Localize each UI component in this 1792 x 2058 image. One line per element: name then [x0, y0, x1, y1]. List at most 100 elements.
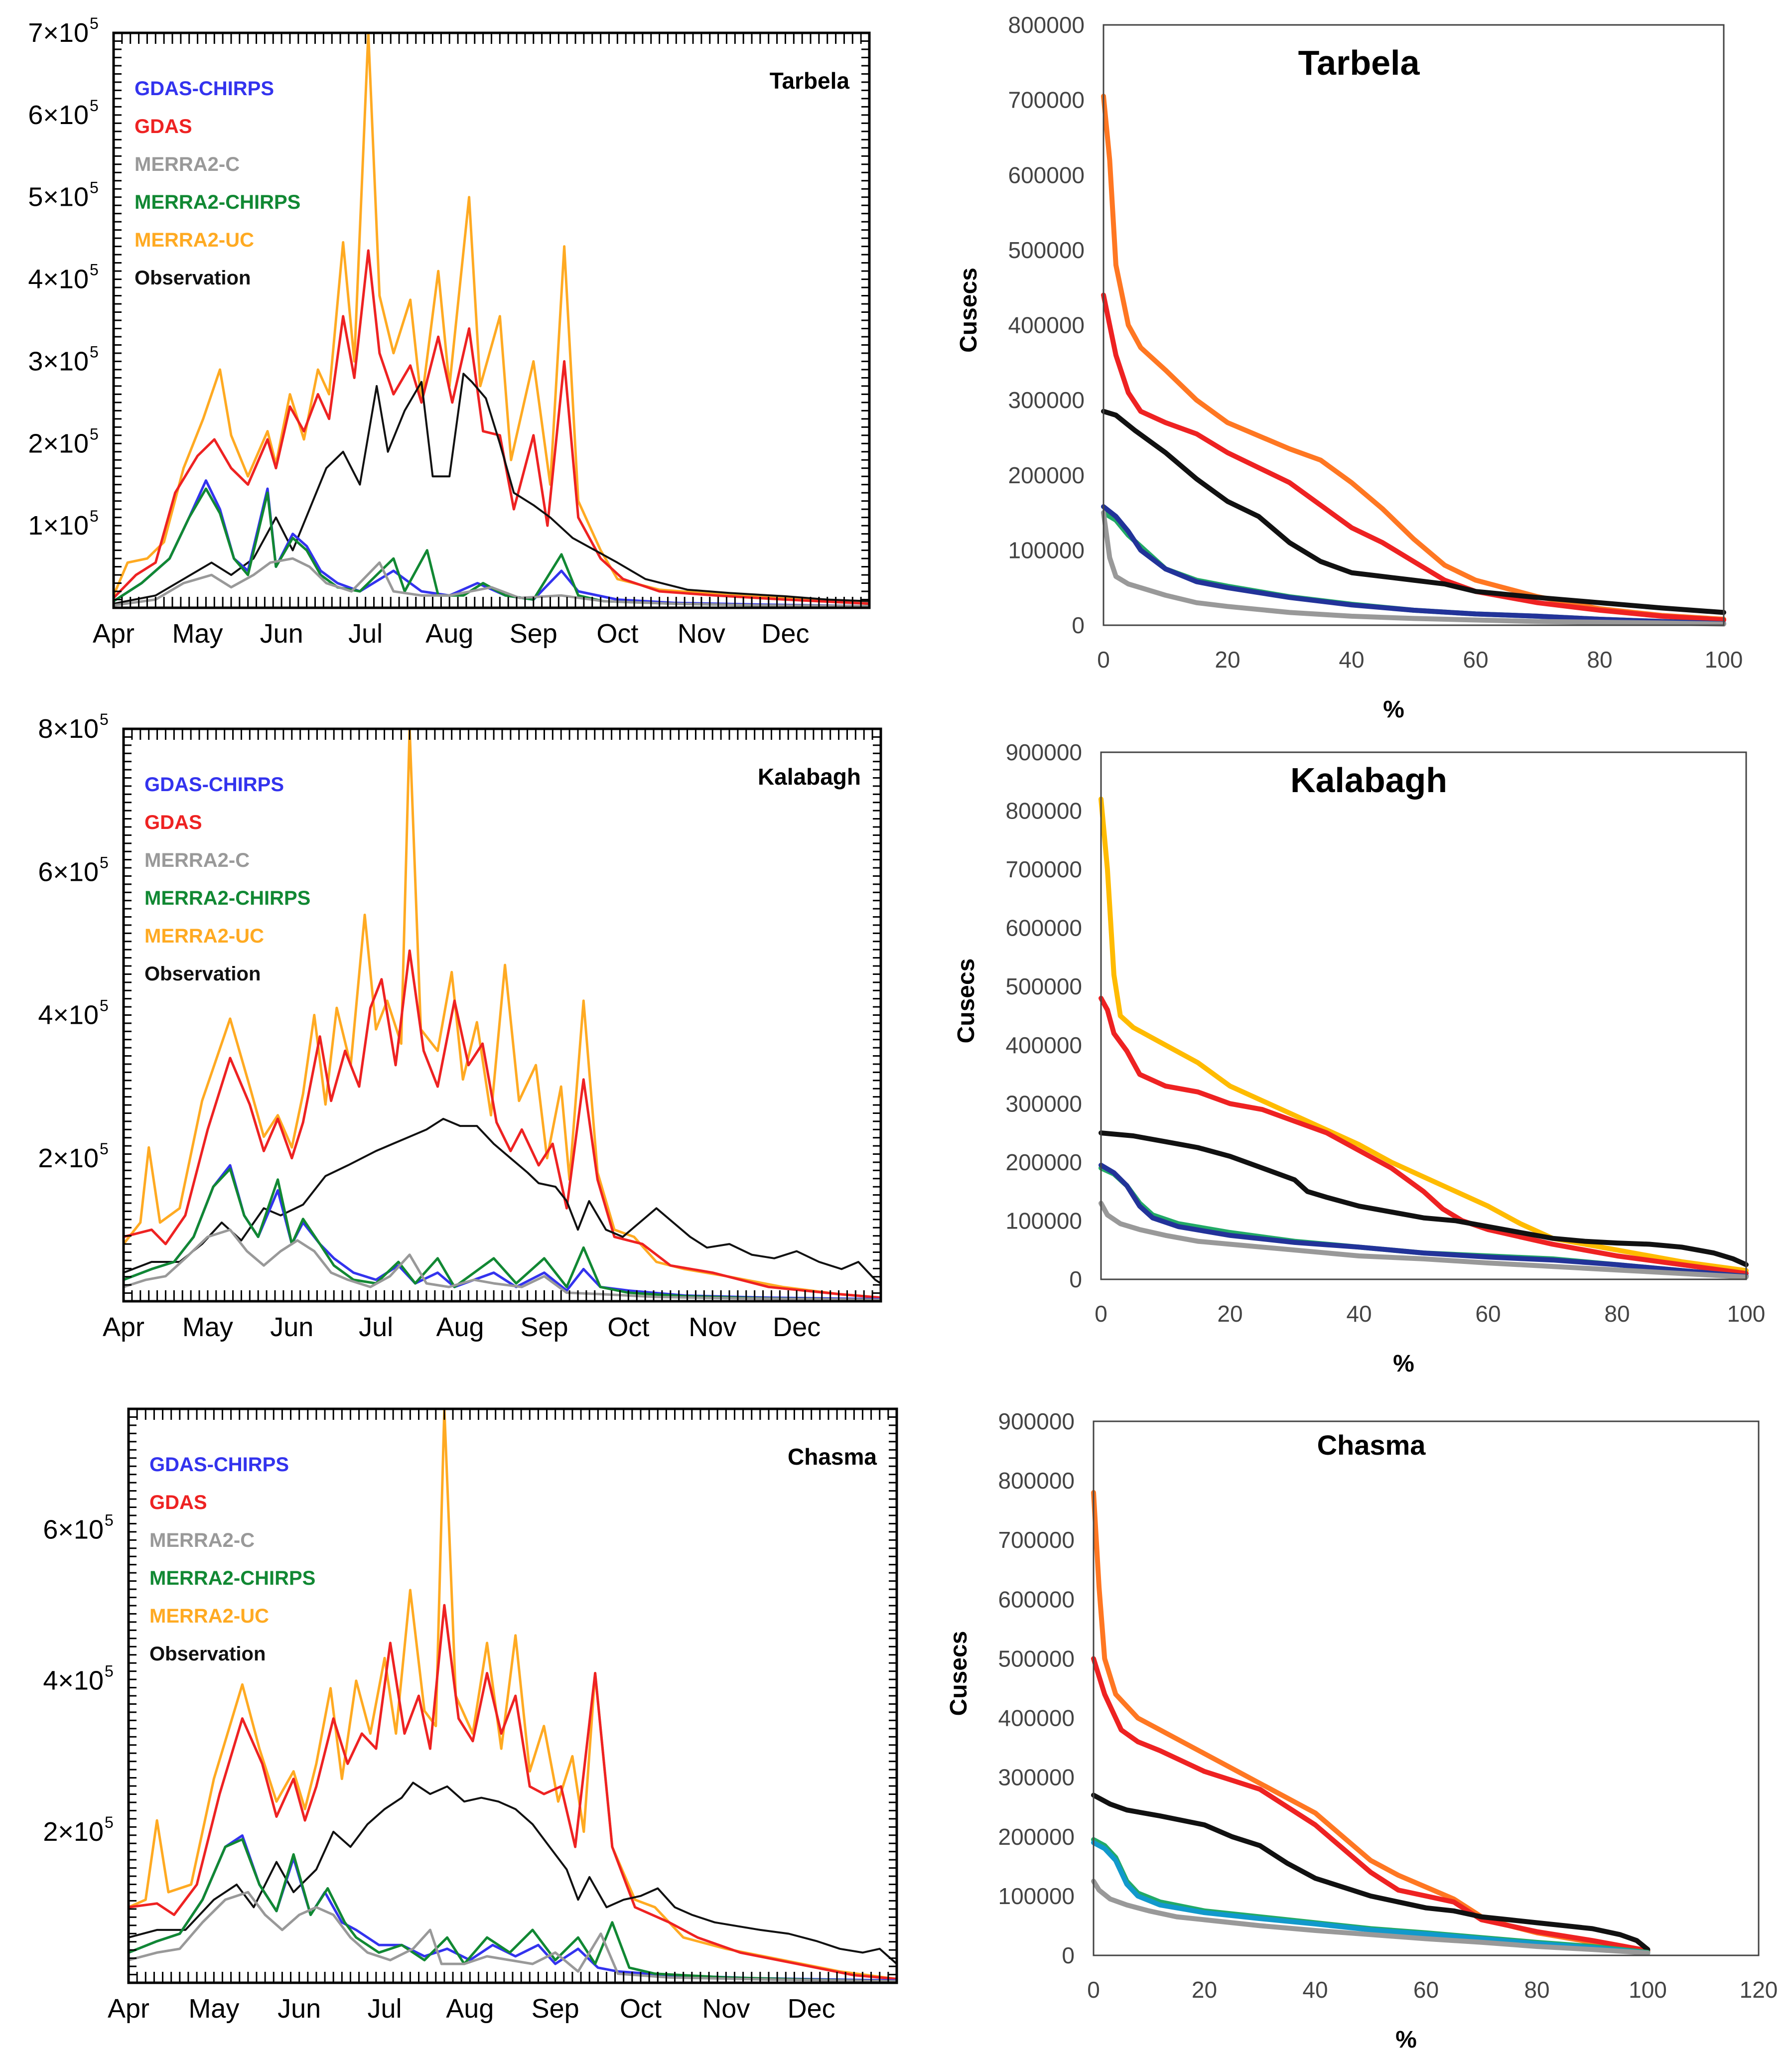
- tarbela-ytick-400000: 4×10: [28, 265, 89, 294]
- chasma-fdc-xtick-60: 60: [1413, 1977, 1439, 2003]
- kalabagh-ytick-200000: 2×10: [38, 1143, 99, 1173]
- tarbela-series-merra2-uc: [112, 31, 870, 605]
- tarbela-month-dec: Dec: [761, 619, 809, 649]
- chasma-hydrograph: 2×10 54×10 56×10 5 Apr May Jun Jul Aug Sep Oct Nov…: [43, 1407, 898, 2024]
- kalabagh-month-jul: Jul: [359, 1312, 393, 1342]
- tarbela-ytick-exponent: 5: [90, 14, 99, 32]
- tarbela-series-observation: [113, 373, 870, 605]
- chasma-legend-gdas-chirps: GDAS-CHIRPS: [149, 1454, 289, 1476]
- kalabagh-fdc-ytick-700000: 700000: [1006, 856, 1083, 882]
- tarbela-fdc-series-observation: [1101, 409, 1726, 615]
- kalabagh-legend-gdas: GDAS: [144, 812, 202, 833]
- chasma-fdc-ylabel: Cusecs: [946, 1631, 972, 1716]
- tarbela-month-jun: Jun: [260, 619, 303, 649]
- chasma-legend-merra2-c: MERRA2-C: [149, 1529, 255, 1551]
- chasma-fdc-xlabel: %: [1395, 2027, 1417, 2053]
- chasma-month-jun: Jun: [277, 1994, 321, 2024]
- tarbela-legend-merra2-c: MERRA2-C: [135, 153, 240, 175]
- kalabagh-fdc-xtick-20: 20: [1217, 1301, 1242, 1327]
- kalabagh-month-apr: Apr: [103, 1312, 144, 1342]
- tarbela-fdc-ytick-500000: 500000: [1008, 237, 1085, 263]
- kalabagh-fdc-xlabel: %: [1393, 1351, 1414, 1377]
- chasma-month-sep: Sep: [532, 1994, 579, 2024]
- kalabagh-ytick-exponent: 5: [100, 1140, 109, 1158]
- chasma-fdc-ytick-900000: 900000: [998, 1408, 1075, 1434]
- chasma-fdc-xtick-100: 100: [1629, 1977, 1667, 2003]
- tarbela-month-nov: Nov: [678, 619, 725, 649]
- tarbela-legend-merra2-chirps: MERRA2-CHIRPS: [135, 191, 300, 213]
- tarbela-legend-gdas-chirps: GDAS-CHIRPS: [135, 78, 274, 100]
- tarbela-ytick-700000: 7×10: [28, 18, 89, 48]
- kalabagh-fdc-xtick-100: 100: [1727, 1301, 1766, 1327]
- kalabagh-fdc-ytick-300000: 300000: [1006, 1091, 1083, 1116]
- chasma-fdc-ytick-700000: 700000: [998, 1527, 1075, 1553]
- tarbela-ytick-200000: 2×10: [28, 428, 89, 458]
- kalabagh-month-sep: Sep: [520, 1312, 568, 1342]
- tarbela-ytick-exponent: 5: [90, 507, 99, 525]
- chasma-ytick-200000: 2×10: [43, 1817, 104, 1847]
- kalabagh-fdc-ytick-600000: 600000: [1006, 915, 1083, 941]
- kalabagh-fdc-series-gdas: [1099, 995, 1749, 1276]
- tarbela-ytick-exponent: 5: [90, 179, 99, 197]
- tarbela-legend-merra2-uc: MERRA2-UC: [135, 229, 254, 251]
- kalabagh-series-merra2-c: [123, 1228, 881, 1301]
- tarbela-legend-gdas: GDAS: [135, 116, 192, 137]
- tarbela-ytick-exponent: 5: [90, 425, 99, 443]
- tarbela-ytick-600000: 6×10: [28, 100, 89, 130]
- chasma-fdc-title: Chasma: [1317, 1429, 1426, 1461]
- chasma-month-jul: Jul: [367, 1994, 402, 2024]
- chasma-ytick-exponent: 5: [105, 1813, 114, 1831]
- chasma-fdc-frame: [1093, 1420, 1760, 1956]
- tarbela-fdc-xtick-100: 100: [1705, 647, 1743, 673]
- tarbela-fdc-ytick-100000: 100000: [1008, 537, 1085, 563]
- tarbela-fdc-frame: [1103, 24, 1725, 626]
- chasma-hydrograph-frame: [127, 1407, 898, 1984]
- chasma-fdc-ytick-200000: 200000: [998, 1824, 1075, 1850]
- chasma-month-dec: Dec: [788, 1994, 835, 2024]
- kalabagh-fdc-xtick-60: 60: [1475, 1301, 1501, 1327]
- tarbela-fdc-title: Tarbela: [1298, 43, 1420, 82]
- kalabagh-ytick-800000: 8×10: [38, 714, 99, 744]
- tarbela-legend-observation: Observation: [135, 267, 251, 289]
- chasma-fdc-series-observation: [1091, 1792, 1651, 1952]
- tarbela-fdc-xtick-20: 20: [1215, 647, 1240, 673]
- kalabagh-series-gdas: [123, 949, 881, 1299]
- chasma-fdc-xtick-20: 20: [1192, 1977, 1217, 2003]
- tarbela-month-sep: Sep: [510, 619, 557, 649]
- tarbela-fdc-ytick-800000: 800000: [1008, 12, 1085, 38]
- tarbela-month-may: May: [172, 619, 223, 649]
- chasma-series-observation: [128, 1782, 898, 1965]
- chasma-fdc-xtick-120: 120: [1740, 1977, 1778, 2003]
- kalabagh-month-jun: Jun: [270, 1312, 313, 1342]
- kalabagh-series-observation: [123, 1117, 882, 1284]
- tarbela-fdc-series-gdas-chirps: [1101, 504, 1726, 626]
- kalabagh-fdc-frame: [1100, 751, 1747, 1280]
- chasma-fdc-series-gdas: [1091, 1656, 1651, 1953]
- tarbela-ytick-exponent: 5: [90, 261, 99, 279]
- tarbela-flow-duration-curve: 0 100000 200000 300000 400000 500000 600000 700…: [956, 12, 1743, 723]
- kalabagh-fdc-series-gdas-chirps: [1099, 1162, 1749, 1279]
- tarbela-station-label: Tarbela: [770, 68, 850, 94]
- kalabagh-ytick-exponent: 5: [100, 710, 109, 728]
- chasma-series-gdas-chirps: [128, 1834, 897, 1982]
- tarbela-series-merra2-c: [113, 557, 870, 608]
- tarbela-series-gdas: [113, 249, 870, 605]
- chasma-ytick-exponent: 5: [105, 1511, 114, 1529]
- tarbela-fdc-series-gdas: [1101, 292, 1726, 623]
- kalabagh-ytick-exponent: 5: [100, 853, 109, 871]
- kalabagh-legend-observation: Observation: [144, 963, 261, 985]
- kalabagh-hydrograph-frame: [122, 727, 882, 1303]
- chasma-fdc-series-merra2-c: [1091, 1879, 1651, 1956]
- chasma-fdc-xtick-0: 0: [1087, 1977, 1100, 2003]
- kalabagh-fdc-ytick-400000: 400000: [1006, 1032, 1083, 1058]
- chasma-ytick-exponent: 5: [105, 1662, 114, 1680]
- chasma-ytick-600000: 6×10: [43, 1515, 104, 1545]
- kalabagh-fdc-series-merra2-uc: [1099, 797, 1749, 1273]
- chasma-legend-merra2-chirps: MERRA2-CHIRPS: [149, 1567, 315, 1589]
- tarbela-ytick-300000: 3×10: [28, 346, 89, 376]
- chasma-flow-duration-curve: 0 100000 200000 300000 400000 500000 600000 700…: [946, 1408, 1778, 2053]
- tarbela-fdc-xtick-80: 80: [1587, 647, 1612, 673]
- kalabagh-fdc-ytick-500000: 500000: [1006, 973, 1083, 999]
- kalabagh-fdc-xtick-0: 0: [1095, 1301, 1107, 1327]
- kalabagh-fdc-xtick-40: 40: [1346, 1301, 1372, 1327]
